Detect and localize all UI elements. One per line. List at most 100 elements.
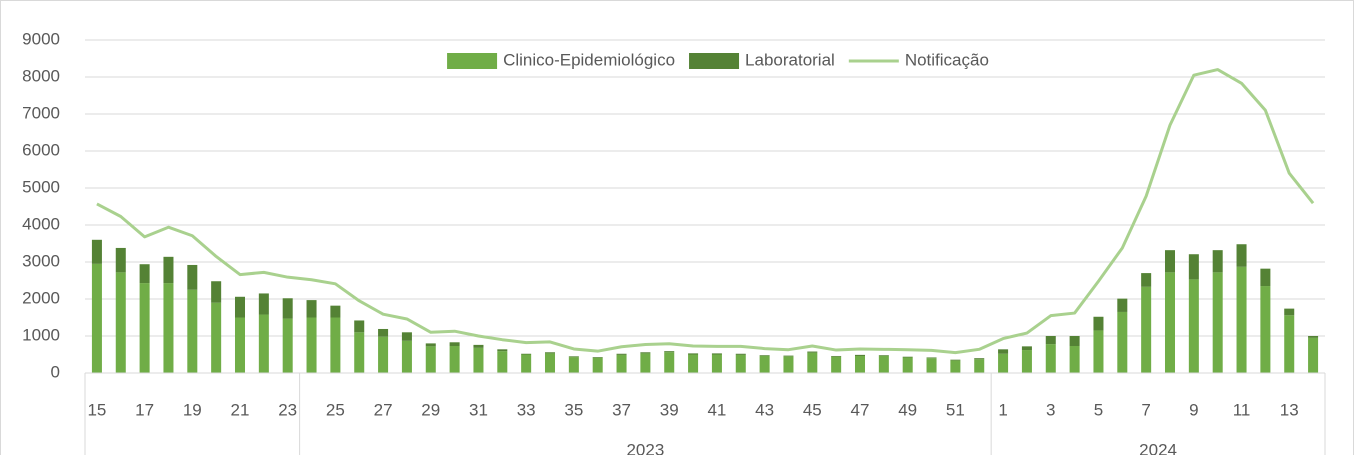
bar [616, 354, 627, 373]
bar [1236, 266, 1247, 373]
x-tick-label: 13 [1280, 400, 1299, 419]
bar [1141, 286, 1152, 373]
bar [521, 353, 532, 355]
bar [998, 349, 1009, 354]
bar [187, 289, 198, 373]
x-tick-label: 29 [421, 400, 440, 419]
bar [878, 355, 889, 373]
bar [974, 359, 985, 373]
y-tick-label: 9000 [22, 29, 60, 48]
bar [1260, 286, 1271, 373]
bar [807, 352, 818, 373]
bar [831, 355, 842, 357]
y-tick-label: 1000 [22, 325, 60, 344]
x-tick-label: 5 [1094, 400, 1103, 419]
bar [759, 355, 770, 373]
x-tick-label: 21 [231, 400, 250, 419]
bar [449, 342, 460, 346]
x-tick-label: 19 [183, 400, 202, 419]
bar [1117, 298, 1128, 312]
bar [473, 347, 484, 373]
bar [1260, 268, 1271, 287]
bar [592, 357, 603, 358]
legend-label: Clinico-Epidemiológico [503, 50, 675, 69]
x-tick-label: 41 [707, 400, 726, 419]
bar [902, 357, 913, 373]
bar [1212, 250, 1223, 273]
bar [1164, 272, 1176, 373]
legend-label: Notificação [905, 50, 989, 69]
bar [1045, 344, 1056, 373]
x-tick-label: 25 [326, 400, 345, 419]
x-tick-label: 1 [998, 400, 1007, 419]
bar [1308, 337, 1319, 373]
x-tick-label: 51 [946, 400, 965, 419]
bar [1188, 279, 1199, 373]
y-tick-label: 7000 [22, 103, 60, 122]
bar [115, 247, 126, 273]
x-tick-label: 37 [612, 400, 631, 419]
y-tick-label: 6000 [22, 140, 60, 159]
bar [568, 357, 579, 373]
group-label: 2024 [1139, 440, 1177, 455]
bar [1045, 336, 1056, 345]
bar [211, 302, 222, 373]
bar [1284, 308, 1295, 316]
bar [473, 344, 484, 348]
bar [1021, 350, 1032, 373]
x-tick-label: 27 [374, 400, 393, 419]
bar [1069, 345, 1080, 373]
bar [1164, 250, 1176, 273]
bar [1093, 316, 1104, 331]
y-tick-label: 4000 [22, 214, 60, 233]
x-tick-label: 9 [1189, 400, 1198, 419]
bar [664, 351, 675, 353]
bar [711, 353, 722, 355]
bar [115, 272, 126, 373]
line [96, 68, 1315, 355]
bar [854, 354, 866, 356]
bar [306, 300, 317, 318]
bar [1141, 273, 1152, 287]
x-tick-label: 23 [278, 400, 297, 419]
bar [497, 349, 508, 352]
bar [1117, 311, 1128, 373]
bar [401, 332, 412, 341]
bar [974, 358, 985, 360]
bar [425, 346, 436, 373]
bar [330, 305, 341, 318]
bar [568, 356, 579, 358]
bar [1021, 346, 1032, 351]
legend-swatch [447, 53, 498, 69]
y-tick-label: 3000 [22, 251, 60, 270]
bar [688, 353, 699, 355]
bar [878, 355, 889, 356]
bar [497, 351, 508, 373]
bar [139, 283, 150, 373]
bar [711, 354, 722, 373]
bar [926, 358, 937, 373]
bar [998, 353, 1009, 373]
bar [1069, 336, 1080, 346]
bar [592, 357, 603, 373]
bar [378, 336, 389, 373]
bar [354, 332, 365, 373]
bar [1093, 330, 1104, 373]
bar [950, 360, 961, 373]
bar [258, 314, 269, 373]
group-label: 2023 [626, 440, 664, 455]
bar [91, 239, 102, 264]
bar [640, 352, 651, 354]
bar [378, 328, 389, 337]
bar [926, 357, 937, 359]
x-tick-label: 15 [87, 400, 106, 419]
bar [783, 356, 794, 373]
bar [640, 353, 651, 373]
x-tick-label: 35 [564, 400, 583, 419]
x-tick-label: 43 [755, 400, 774, 419]
bar [735, 354, 746, 373]
x-tick-label: 3 [1046, 400, 1055, 419]
bar [521, 354, 532, 373]
